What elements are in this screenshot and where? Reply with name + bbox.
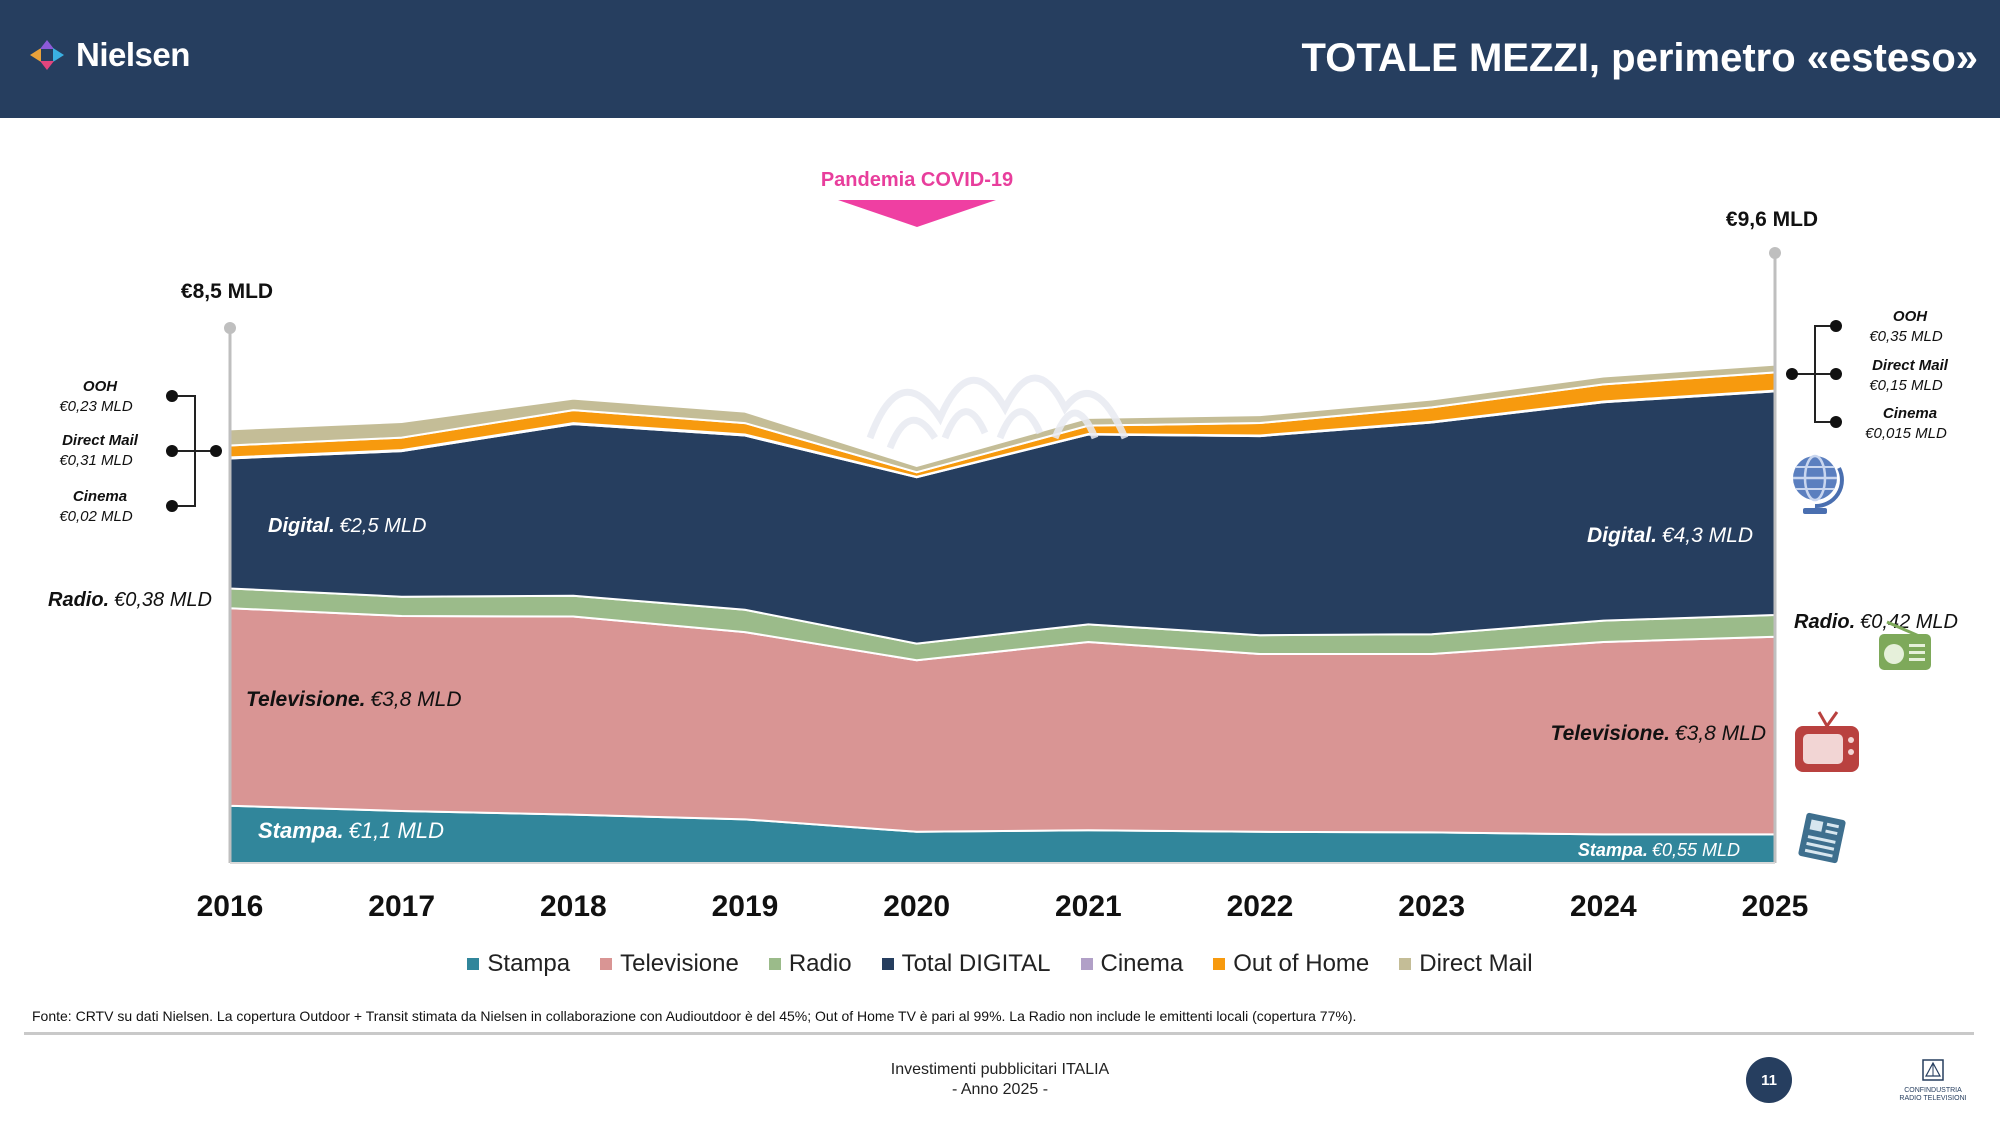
tv-icon [1795,711,1859,772]
radio-icon [1879,620,1931,670]
legend-item: Out of Home [1213,950,1369,978]
legend-label: Total DIGITAL [901,950,1051,977]
legend-swatch [1080,958,1093,970]
right-cinema-dot [1830,416,1842,428]
left-bracket [172,395,215,507]
legend-swatch [768,958,781,970]
x-axis-ticks: 2016 2017 2018 2019 2020 2021 2022 2023 2024 2025 [197,890,1809,923]
legend-swatch [1213,958,1226,970]
legend-swatch [1399,958,1412,970]
right-direct-mail-dot [1830,368,1842,380]
legend-label: Radio [788,950,852,977]
legend-item: Stampa [467,950,570,978]
left-cinema-value: €0,02 MLD [59,508,133,525]
nielsen-logo: Nielsen [28,36,190,74]
crtv-logo-icon [1922,1059,1944,1081]
chart-legend: Stampa Televisione Radio Total DIGITAL Cinem… [0,950,2000,978]
x-tick-label: 2023 [1398,890,1465,923]
right-digital-label: Digital. €4,3 MLD [1587,524,1753,547]
header-bar: Nielsen TOTALE MEZZI, perimetro «esteso» [0,0,2000,118]
legend-swatch [467,958,480,970]
legend-label: Direct Mail [1419,950,1533,977]
x-tick-label: 2020 [883,890,950,923]
pandemic-arrow-icon [838,200,996,227]
left-stampa-label: Stampa. €1,1 MLD [258,818,444,843]
source-footnote: Fonte: CRTV su dati Nielsen. La copertur… [32,1008,1357,1024]
total-start-label: €8,5 MLD [181,280,273,303]
crtv-logo: CONFINDUSTRIA RADIO TELEVISIONI [1896,1058,1970,1103]
left-ooh-dot [166,390,178,402]
total-end-label: €9,6 MLD [1726,208,1818,231]
left-bracket-dot [210,445,222,457]
right-stampa-label: Stampa. €0,55 MLD [1578,840,1740,860]
footer-caption: Investimenti pubblicitari ITALIA - Anno … [830,1060,1170,1100]
nielsen-logo-icon [30,40,64,70]
x-tick-label: 2017 [368,890,435,923]
right-direct-mail-name: Direct Mail [1872,357,1949,374]
legend-label: Cinema [1100,950,1184,977]
pandemic-label: Pandemia COVID-19 [821,169,1013,191]
right-ooh-name: OOH [1893,308,1928,325]
left-direct-mail-dot [166,445,178,457]
right-ooh-value: €0,35 MLD [1869,328,1943,345]
chart-areas [229,363,1776,864]
legend-item: Radio [768,950,852,978]
logo-text: Nielsen [76,36,190,73]
crtv-text: CONFINDUSTRIA RADIO TELEVISIONI [1899,1087,1967,1102]
legend-swatch [881,958,894,970]
left-cinema-name: Cinema [73,488,127,505]
x-tick-label: 2021 [1055,890,1122,923]
x-tick-label: 2016 [197,890,264,923]
right-ooh-dot [1830,320,1842,332]
x-tick-label: 2019 [712,890,779,923]
legend-item: Total DIGITAL [881,950,1051,978]
x-tick-label: 2025 [1742,890,1809,923]
legend-swatch [600,958,613,970]
globe-icon [1793,454,1844,514]
footer-divider [24,1032,1974,1035]
legend-label: Televisione [620,950,739,977]
right-cinema-name: Cinema [1883,405,1937,422]
legend-label: Out of Home [1233,950,1370,977]
start-marker-dot [224,322,236,334]
end-marker-dot [1769,247,1781,259]
legend-label: Stampa [487,950,571,977]
right-bracket [1792,325,1836,423]
left-digital-label: Digital. €2,5 MLD [268,515,426,537]
x-tick-label: 2022 [1227,890,1294,923]
pandemic-watermark-icon [866,374,1129,450]
right-bracket-dot [1786,368,1798,380]
x-tick-label: 2018 [540,890,607,923]
right-tv-label: Televisione. €3,8 MLD [1551,722,1766,745]
page-number: 11 [1746,1057,1792,1103]
legend-item: Direct Mail [1399,950,1533,978]
stacked-area-chart: 2016 2017 2018 2019 2020 2021 2022 2023 2024 2025… [48,169,1958,923]
left-direct-mail-name: Direct Mail [62,432,139,449]
footer-line1: Investimenti pubblicitari ITALIA [890,1061,1110,1078]
left-radio-label: Radio. €0,38 MLD [48,589,212,611]
legend-item: Cinema [1080,950,1184,978]
left-cinema-dot [166,500,178,512]
right-cinema-value: €0,015 MLD [1865,425,1947,442]
legend-item: Televisione [600,950,739,978]
footer-line2: - Anno 2025 - [951,1081,1049,1098]
left-ooh-name: OOH [83,378,118,395]
x-tick-label: 2024 [1570,890,1637,923]
newspaper-icon [1798,812,1846,864]
page-title: TOTALE MEZZI, perimetro «esteso» [1301,36,1978,80]
left-direct-mail-value: €0,31 MLD [59,452,133,469]
left-tv-label: Televisione. €3,8 MLD [246,688,461,711]
right-direct-mail-value: €0,15 MLD [1869,377,1943,394]
right-radio-label: Radio. €0,42 MLD [1794,611,1958,633]
left-ooh-value: €0,23 MLD [59,398,133,415]
